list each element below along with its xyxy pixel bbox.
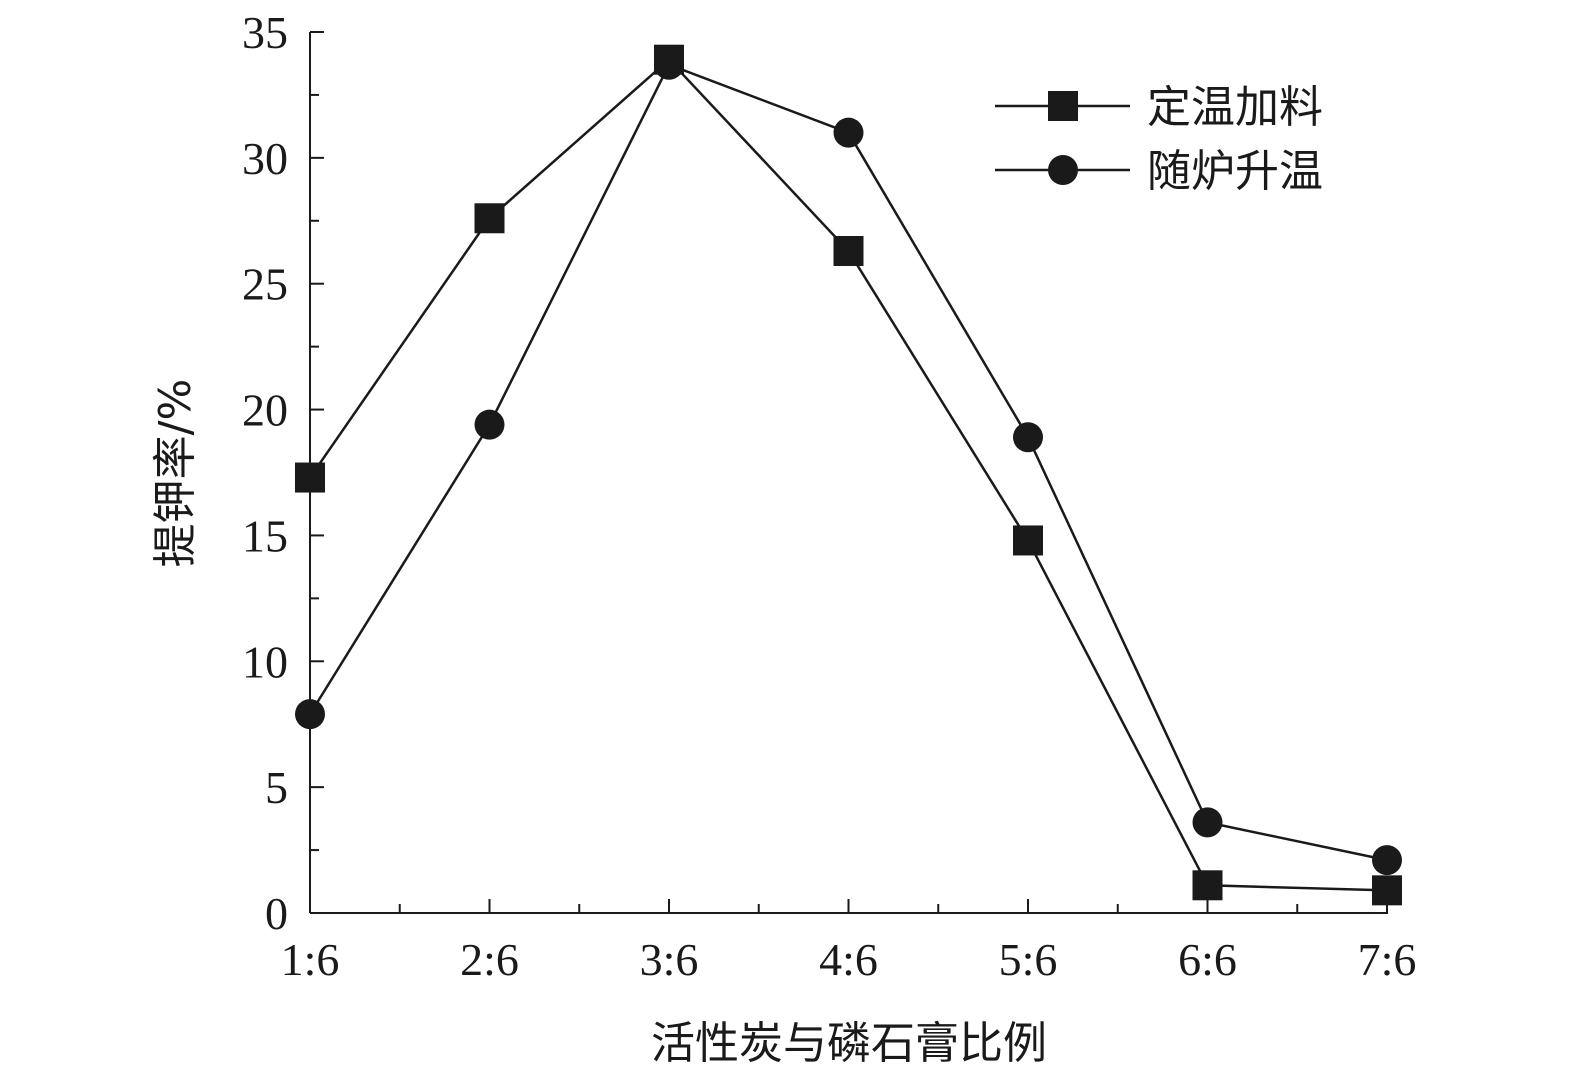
- y-tick-label: 25: [242, 259, 288, 310]
- data-point-circle: [1192, 807, 1223, 838]
- data-point-square: [474, 203, 505, 234]
- y-tick-label: 5: [265, 762, 288, 813]
- x-tick-label: 2:6: [460, 934, 519, 985]
- data-point-square: [1192, 870, 1223, 901]
- series-layer: [295, 44, 1402, 906]
- x-tick-label: 4:6: [819, 934, 878, 985]
- legend-item-2: 随炉升温: [995, 146, 1323, 197]
- data-point-circle: [295, 699, 325, 730]
- x-tick-label: 5:6: [999, 934, 1058, 985]
- legend-label: 随炉升温: [1147, 146, 1323, 197]
- data-point-circle: [474, 409, 505, 440]
- x-tick-label: 3:6: [640, 934, 699, 985]
- x-tick-label: 6:6: [1178, 934, 1237, 985]
- y-tick-label: 10: [242, 636, 288, 687]
- x-tick-label: 7:6: [1358, 934, 1417, 985]
- y-tick-label: 35: [242, 7, 288, 58]
- data-point-square: [1013, 525, 1043, 556]
- y-tick-label: 20: [242, 385, 288, 436]
- legend-item-1: 定温加料: [995, 82, 1323, 133]
- x-axis-title: 活性炭与磷石膏比例: [651, 1018, 1047, 1069]
- y-axis-title: 提钾率/%: [150, 379, 201, 568]
- legend-label: 定温加料: [1147, 82, 1323, 133]
- legend-marker-circle: [1048, 155, 1078, 185]
- series-2: [295, 49, 1402, 876]
- x-tick-label: 1:6: [281, 934, 340, 985]
- data-point-circle: [654, 49, 684, 80]
- data-point-square: [1372, 875, 1402, 906]
- data-point-circle: [833, 117, 864, 148]
- y-tick-label: 30: [242, 133, 288, 184]
- y-ticks: 0 5 10 15 20 25 30 35: [242, 7, 324, 939]
- data-point-circle: [1372, 845, 1402, 876]
- legend-marker-square: [1048, 91, 1078, 121]
- data-point-square: [833, 235, 864, 266]
- y-tick-label: 0: [265, 888, 288, 939]
- data-point-square: [295, 462, 325, 493]
- data-point-circle: [1013, 422, 1043, 453]
- x-ticks: 1:6 2:6 3:6 4:6 5:6 6:6 7:6: [281, 899, 1417, 985]
- y-tick-label: 15: [242, 510, 288, 561]
